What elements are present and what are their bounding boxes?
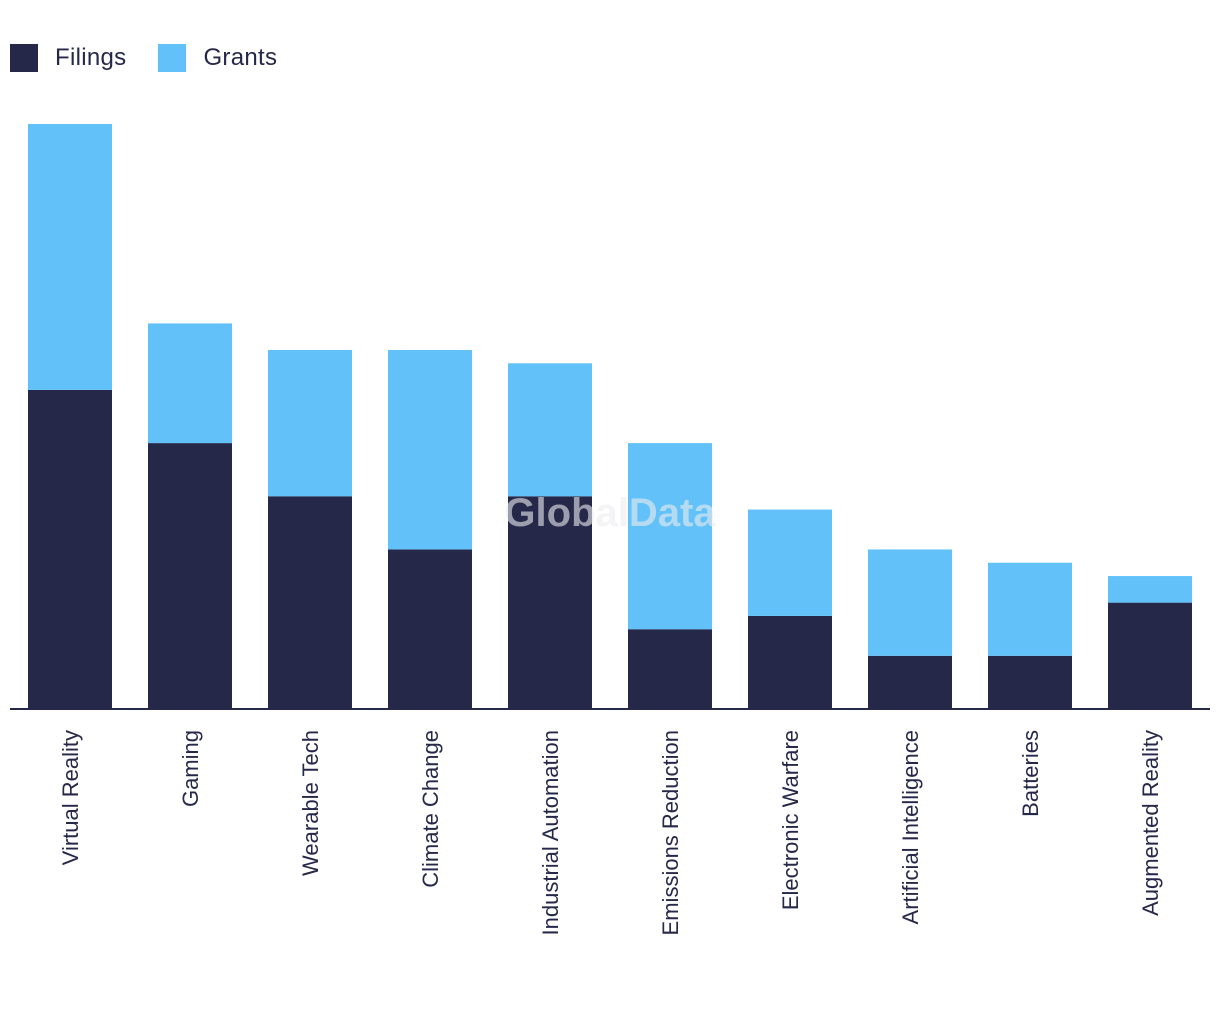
legend-item-grants: Grants [158, 44, 277, 72]
category-label-emissions-reduction: Emissions Reduction [658, 730, 683, 935]
bar-grants-electronic-warfare [748, 509, 832, 616]
legend-swatch-grants [158, 44, 187, 72]
legend: Filings Grants [10, 42, 309, 74]
bar-grants-gaming [148, 323, 232, 444]
bar-grants-artificial-intelligence [868, 549, 952, 656]
bar-filings-electronic-warfare [748, 615, 832, 709]
bar-filings-industrial-automation [508, 496, 592, 709]
bar-filings-emissions-reduction [628, 629, 712, 709]
legend-label-filings: Filings [55, 44, 127, 71]
category-label-gaming: Gaming [178, 730, 203, 807]
bar-filings-virtual-reality [28, 389, 112, 709]
bar-grants-climate-change [388, 350, 472, 550]
category-label-batteries: Batteries [1018, 730, 1043, 817]
bar-filings-batteries [988, 655, 1072, 709]
bar-grants-virtual-reality [28, 124, 112, 390]
legend-label-grants: Grants [203, 44, 278, 71]
bar-grants-industrial-automation [508, 363, 592, 497]
category-label-industrial-automation: Industrial Automation [538, 730, 563, 935]
bar-filings-wearable-tech [268, 496, 352, 709]
category-label-electronic-warfare: Electronic Warfare [778, 730, 803, 910]
category-label-artificial-intelligence: Artificial Intelligence [898, 730, 923, 924]
category-label-virtual-reality: Virtual Reality [58, 730, 83, 865]
category-label-augmented-reality: Augmented Reality [1138, 730, 1163, 916]
legend-swatch-filings [10, 44, 38, 72]
bar-grants-batteries [988, 562, 1072, 656]
bar-grants-wearable-tech [268, 350, 352, 497]
bar-grants-emissions-reduction [628, 443, 712, 630]
bar-filings-climate-change [388, 549, 472, 709]
category-label-climate-change: Climate Change [418, 730, 443, 888]
legend-item-filings: Filings [10, 44, 126, 72]
bar-grants-augmented-reality [1108, 576, 1192, 603]
bar-filings-augmented-reality [1108, 602, 1192, 709]
category-label-wearable-tech: Wearable Tech [298, 730, 323, 876]
bar-filings-artificial-intelligence [868, 655, 952, 709]
bar-filings-gaming [148, 443, 232, 709]
watermark-text: GlobalData [504, 491, 716, 535]
